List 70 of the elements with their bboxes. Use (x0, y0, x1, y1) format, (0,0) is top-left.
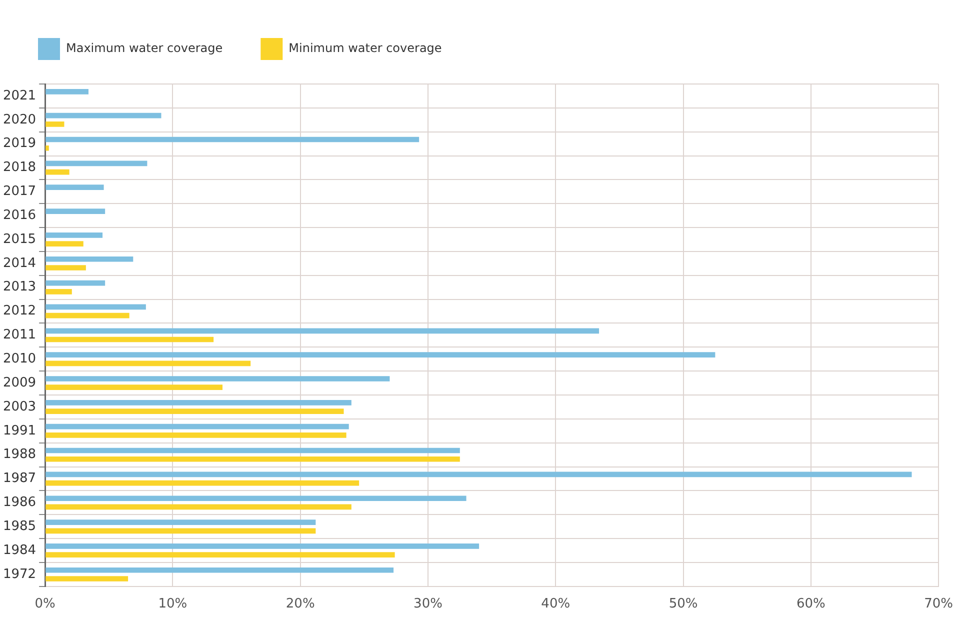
bar (46, 496, 466, 502)
y-tick-label: 2015 (2, 232, 36, 247)
bar (46, 328, 600, 334)
bar (46, 265, 86, 270)
bar (46, 376, 390, 382)
bar (46, 336, 214, 342)
bar (46, 312, 130, 318)
x-tick-label: 0% (34, 596, 56, 612)
y-tick-label: 2019 (2, 136, 36, 152)
y-tick-label: 2021 (2, 88, 36, 104)
y-tick-label: 2013 (2, 280, 36, 295)
bar (46, 544, 480, 549)
y-tick-label: 1972 (2, 566, 36, 582)
y-tick-label: 1985 (2, 518, 36, 534)
bar (46, 256, 134, 262)
bar (46, 352, 716, 358)
bar (46, 424, 349, 430)
bar (46, 288, 72, 294)
bar (46, 232, 103, 238)
x-tick-label: 50% (668, 596, 698, 612)
bar (46, 304, 146, 310)
y-tick-label: 2020 (2, 112, 36, 128)
bar (46, 136, 420, 142)
bar (46, 88, 88, 94)
y-tick-label: 2016 (2, 208, 36, 223)
bar (46, 456, 460, 462)
bar (46, 567, 394, 573)
bar (46, 528, 316, 534)
y-tick-label: 1986 (2, 495, 36, 510)
bar (46, 145, 49, 151)
bar (46, 160, 148, 166)
x-tick-label: 30% (414, 596, 442, 612)
bar (46, 520, 316, 525)
bar (46, 480, 360, 486)
bar (46, 280, 106, 286)
y-tick-label: 2003 (2, 399, 36, 414)
x-tick-label: 40% (541, 596, 570, 612)
bar (46, 504, 352, 510)
y-tick-label: 2012 (2, 304, 36, 319)
bar (46, 360, 251, 366)
x-tick-label: 60% (796, 596, 826, 612)
x-tick-label: 70% (924, 596, 954, 612)
bar (46, 241, 84, 246)
y-tick-label: 2017 (2, 184, 36, 200)
bar (46, 400, 352, 406)
bar (46, 432, 346, 438)
y-tick-label: 2010 (2, 352, 36, 366)
bar (46, 576, 128, 582)
y-tick-label: 1987 (2, 471, 36, 486)
y-tick-label: 1991 (2, 423, 36, 438)
bar (46, 169, 70, 175)
bar (46, 384, 222, 390)
bar (46, 472, 912, 478)
bar (46, 552, 395, 558)
bar (46, 122, 64, 127)
bar (46, 112, 162, 118)
y-tick-label: 1984 (2, 542, 36, 558)
bar (46, 208, 106, 214)
y-tick-label: 2009 (2, 375, 36, 390)
x-tick-label: 10% (158, 596, 188, 612)
x-tick-label: 20% (286, 596, 315, 612)
y-tick-label: 2011 (2, 328, 36, 343)
legend-label: Minimum water coverage (288, 41, 442, 56)
y-tick-label: 2014 (2, 256, 36, 271)
bar (46, 448, 460, 454)
y-tick-label: 1988 (2, 447, 36, 462)
bar (46, 408, 344, 414)
bar (46, 184, 104, 190)
y-tick-label: 2018 (2, 160, 36, 176)
legend-label: Maximum water coverage (66, 41, 223, 56)
